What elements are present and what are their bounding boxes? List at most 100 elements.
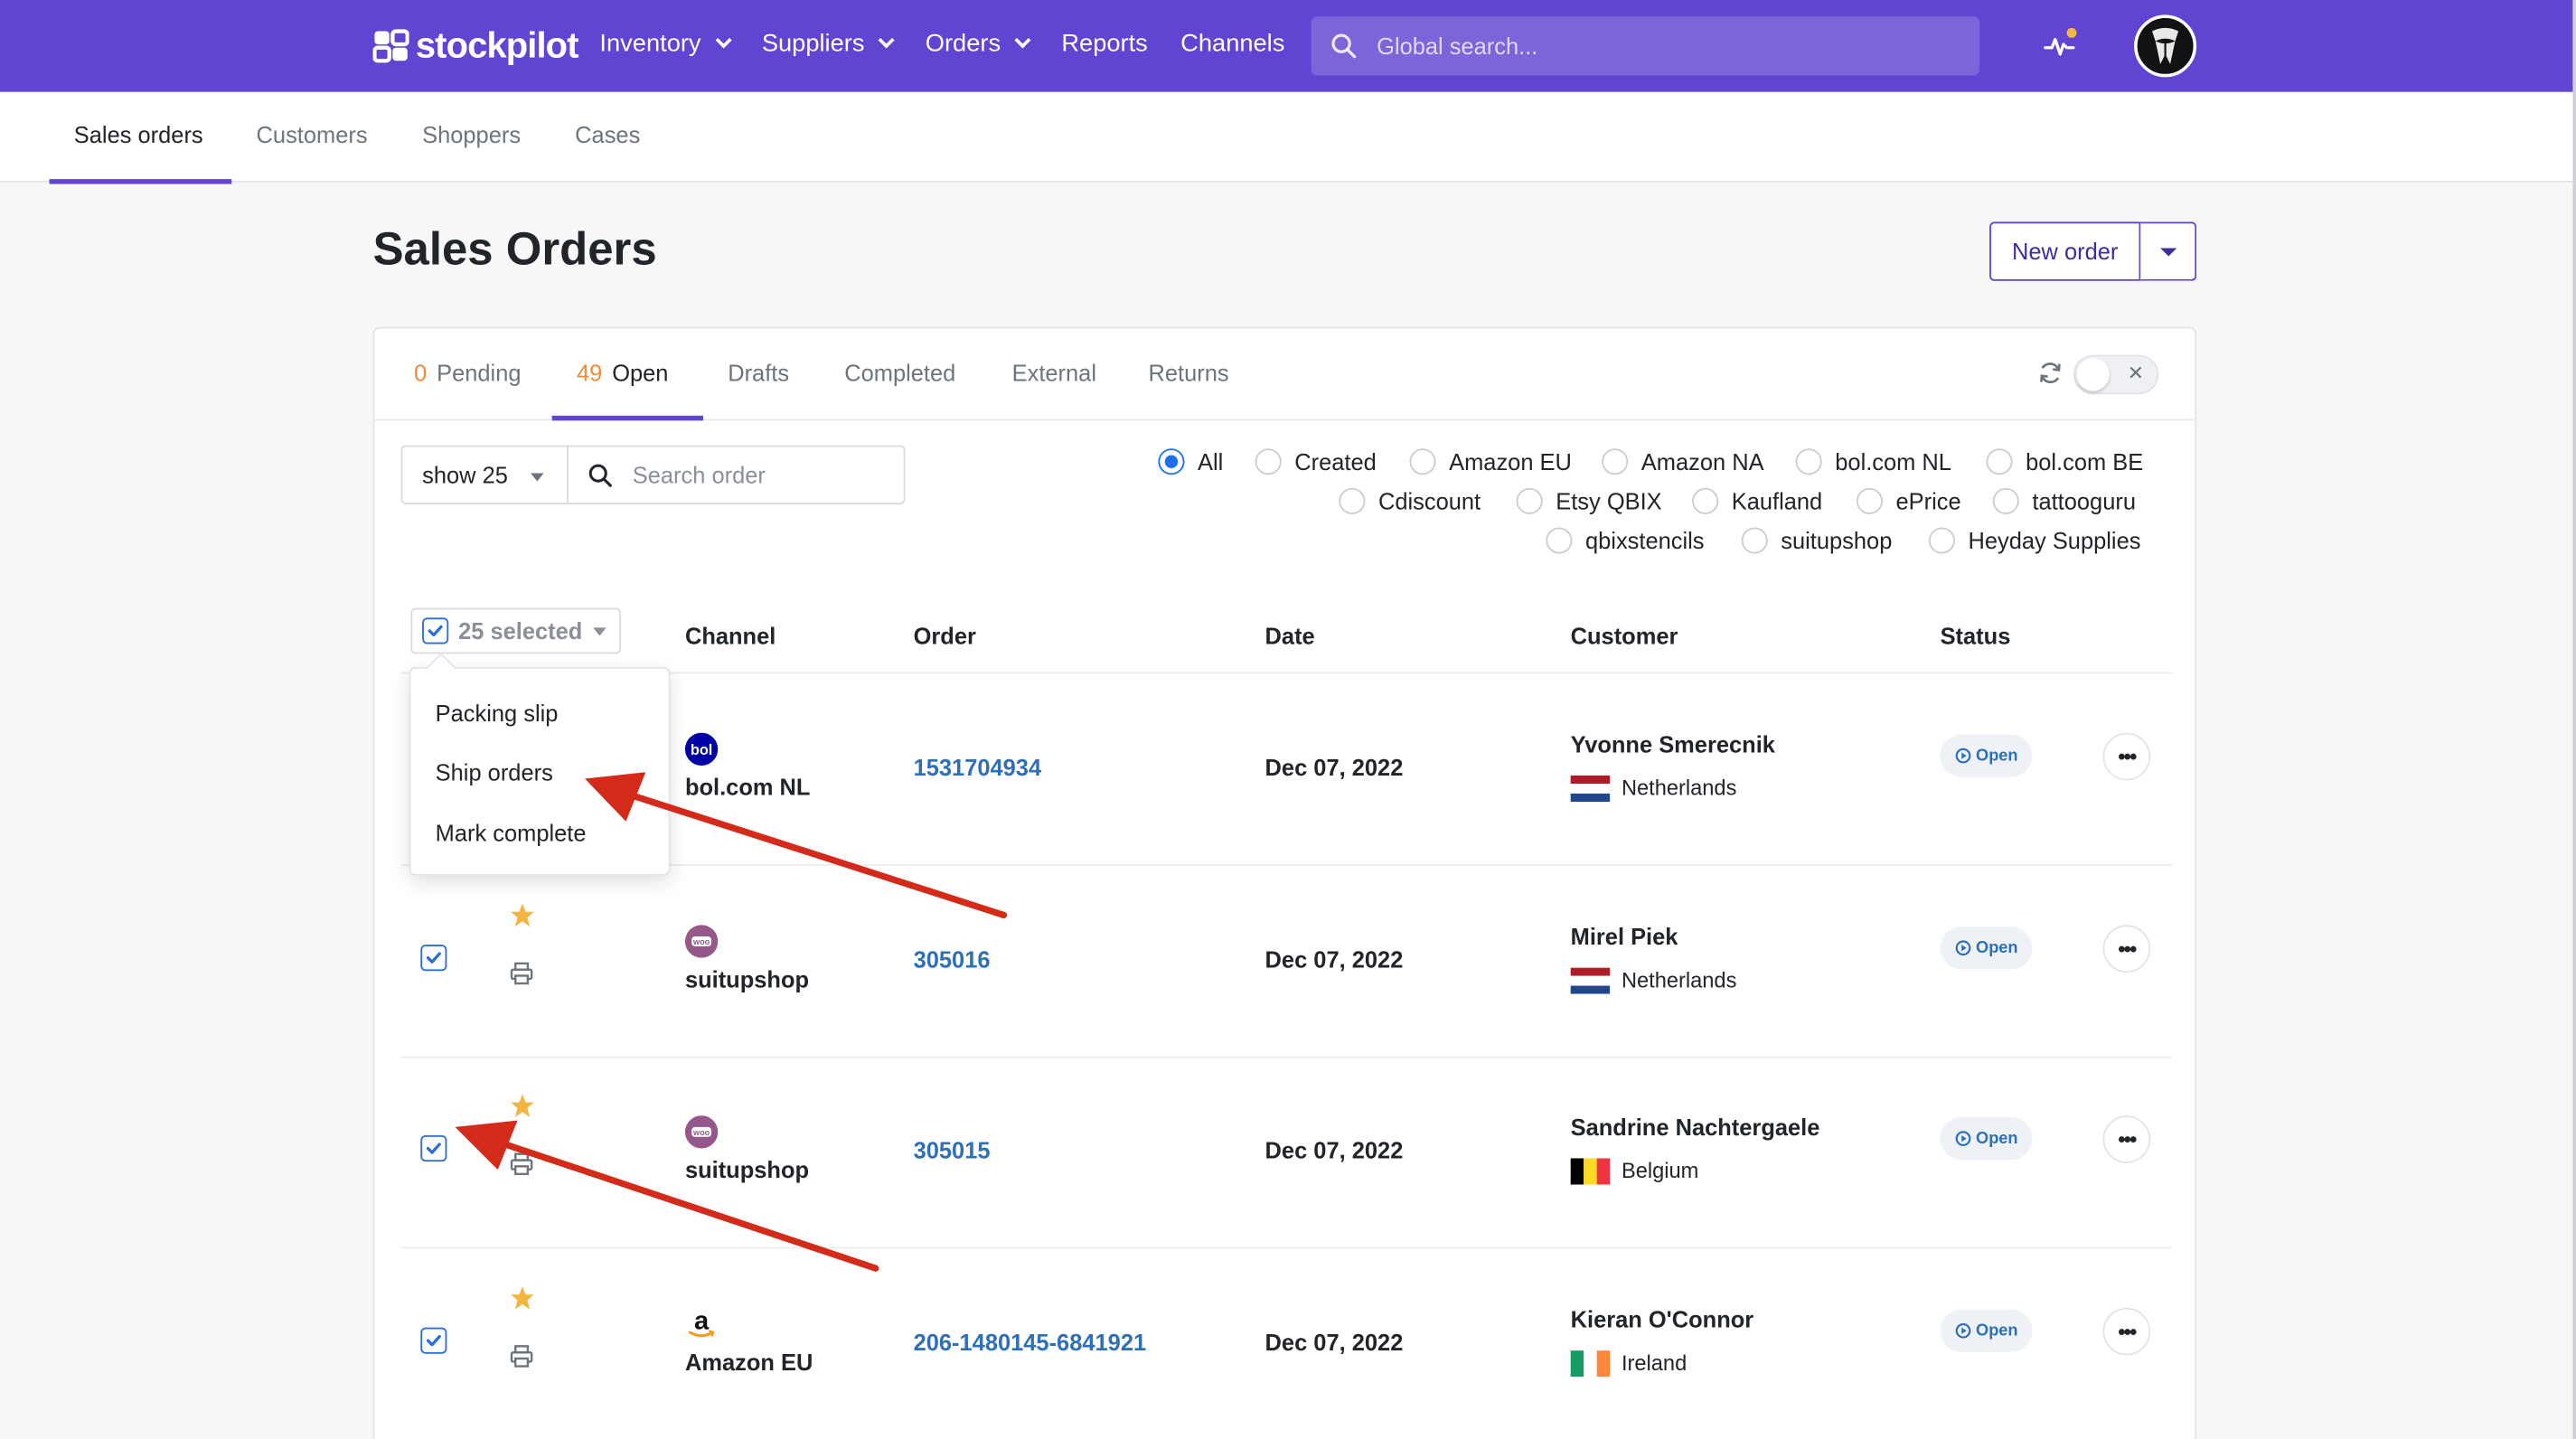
- order-link[interactable]: 1531704934: [913, 754, 1042, 781]
- view-toggle[interactable]: ✕: [2073, 354, 2159, 395]
- channel-filter-heyday[interactable]: Heyday Supplies: [1928, 527, 2140, 554]
- order-link[interactable]: 206-1480145-6841921: [913, 1329, 1147, 1356]
- order-link[interactable]: 305016: [913, 945, 991, 973]
- menu-item-mark-complete[interactable]: Mark complete: [435, 819, 587, 847]
- radio-label: Cdiscount: [1377, 487, 1481, 514]
- tab-external[interactable]: External: [1011, 360, 1096, 387]
- nav-inventory[interactable]: Inventory: [599, 30, 732, 58]
- channel-filter-etsy-qbix[interactable]: Etsy QBIX: [1516, 487, 1662, 514]
- tab-cases[interactable]: Cases: [575, 121, 641, 148]
- new-order-dropdown-toggle[interactable]: [2140, 221, 2197, 281]
- nav-suppliers[interactable]: Suppliers: [762, 30, 896, 58]
- bulk-actions-menu: Packing slip Ship orders Mark complete: [409, 666, 671, 876]
- tab-pending[interactable]: 0 Pending: [414, 360, 521, 386]
- channel-filter-cdiscount[interactable]: Cdiscount: [1339, 487, 1481, 514]
- star-icon[interactable]: [509, 902, 535, 928]
- tab-sales-orders[interactable]: Sales orders: [73, 121, 203, 148]
- menu-item-packing-slip[interactable]: Packing slip: [435, 700, 559, 727]
- toggle-knob: [2076, 358, 2110, 391]
- radio-button[interactable]: [1741, 527, 1768, 554]
- page-title: Sales Orders: [372, 223, 657, 275]
- order-search[interactable]: [567, 445, 906, 505]
- channel-filter-suitupshop[interactable]: suitupshop: [1741, 527, 1892, 554]
- radio-button[interactable]: [1255, 448, 1282, 475]
- printer-icon[interactable]: [509, 961, 533, 985]
- status-open-icon: [1955, 748, 1970, 764]
- status-label: Open: [1976, 1321, 2018, 1340]
- column-header-status[interactable]: Status: [1940, 622, 2011, 649]
- menu-item-ship-orders[interactable]: Ship orders: [435, 758, 553, 785]
- nav-channels[interactable]: Channels: [1180, 30, 1284, 58]
- refresh-icon[interactable]: [2037, 360, 2064, 386]
- table-row[interactable]: a Amazon EU 206-1480145-6841921 Dec 07, …: [374, 1248, 2195, 1439]
- tab-label: Pending: [437, 360, 522, 387]
- row-actions-button[interactable]: •••: [2102, 1307, 2151, 1356]
- bulk-select-button[interactable]: 25 selected: [410, 607, 622, 654]
- channel-filter-bol-nl[interactable]: bol.com NL: [1795, 448, 1951, 475]
- channel-filter-bol-be[interactable]: bol.com BE: [1986, 448, 2143, 475]
- column-header-order[interactable]: Order: [913, 622, 976, 649]
- active-tab-indicator: [551, 415, 703, 421]
- global-search-input[interactable]: [1377, 33, 1952, 60]
- channel-filter-created[interactable]: Created: [1255, 448, 1377, 475]
- column-header-date[interactable]: Date: [1264, 622, 1315, 649]
- nav-orders[interactable]: Orders: [926, 30, 1031, 58]
- star-icon[interactable]: [509, 1284, 535, 1311]
- radio-button[interactable]: [1986, 448, 2013, 475]
- active-tab-indicator: [49, 179, 232, 184]
- radio-button[interactable]: [1602, 448, 1629, 475]
- brand-logo[interactable]: stockpilot: [372, 23, 579, 69]
- tab-shoppers[interactable]: Shoppers: [422, 121, 522, 148]
- radio-button[interactable]: [1516, 487, 1543, 514]
- order-search-input[interactable]: [632, 461, 879, 488]
- channel-filter-amazon-na[interactable]: Amazon NA: [1602, 448, 1764, 475]
- radio-button[interactable]: [1992, 487, 2019, 514]
- printer-icon[interactable]: [509, 1152, 533, 1176]
- radio-button[interactable]: [1928, 527, 1955, 554]
- activity-pulse-icon[interactable]: [2040, 26, 2080, 66]
- notification-dot: [2066, 27, 2077, 38]
- radio-button[interactable]: [1795, 448, 1822, 475]
- channel-filter-all[interactable]: All: [1158, 448, 1223, 475]
- customer-country: Netherlands: [1621, 967, 1737, 992]
- tab-completed[interactable]: Completed: [844, 360, 956, 387]
- table-row[interactable]: woo suitupshop 305016 Dec 07, 2022 Mirel…: [374, 866, 2195, 1057]
- channel-filter-amazon-eu[interactable]: Amazon EU: [1409, 448, 1572, 475]
- radio-button[interactable]: [1158, 448, 1185, 475]
- row-actions-button[interactable]: •••: [2102, 732, 2151, 781]
- tab-open[interactable]: 49 Open: [577, 360, 668, 386]
- tab-drafts[interactable]: Drafts: [728, 360, 790, 387]
- page-size-select[interactable]: show 25: [400, 445, 569, 505]
- channel-filter-kaufland[interactable]: Kaufland: [1692, 487, 1822, 514]
- table-row[interactable]: woo suitupshop 305015 Dec 07, 2022 Sandr…: [374, 1057, 2195, 1247]
- row-checkbox[interactable]: [420, 1134, 447, 1162]
- tab-customers[interactable]: Customers: [256, 121, 368, 148]
- global-search[interactable]: [1311, 16, 1980, 76]
- nav-reports[interactable]: Reports: [1061, 30, 1147, 58]
- section-tabs: Sales orders Customers Shoppers Cases: [0, 91, 2576, 184]
- tab-returns[interactable]: Returns: [1148, 360, 1229, 387]
- row-checkbox[interactable]: [420, 1327, 447, 1354]
- woocommerce-logo-icon: woo: [684, 925, 719, 965]
- radio-button[interactable]: [1546, 527, 1573, 554]
- select-all-checkbox[interactable]: [422, 617, 449, 644]
- order-link[interactable]: 305015: [913, 1136, 991, 1163]
- radio-button[interactable]: [1692, 487, 1719, 514]
- belgium-flag-icon: [1570, 1158, 1611, 1185]
- new-order-button[interactable]: New order: [1989, 221, 2141, 281]
- row-actions-button[interactable]: •••: [2102, 1115, 2151, 1163]
- row-checkbox[interactable]: [420, 945, 447, 972]
- row-actions-button[interactable]: •••: [2102, 925, 2151, 973]
- channel-filter-qbixstencils[interactable]: qbixstencils: [1546, 527, 1705, 554]
- column-header-customer[interactable]: Customer: [1570, 622, 1678, 649]
- column-header-channel[interactable]: Channel: [684, 622, 776, 649]
- channel-filter-eprice[interactable]: ePrice: [1856, 487, 1961, 514]
- table-row[interactable]: bol bol.com NL 1531704934 Dec 07, 2022 Y…: [374, 673, 2195, 864]
- channel-filter-tattooguru[interactable]: tattooguru: [1992, 487, 2136, 514]
- radio-button[interactable]: [1856, 487, 1883, 514]
- printer-icon[interactable]: [509, 1344, 533, 1368]
- star-icon[interactable]: [509, 1093, 535, 1119]
- user-avatar[interactable]: [2134, 14, 2197, 78]
- radio-button[interactable]: [1339, 487, 1366, 514]
- radio-button[interactable]: [1409, 448, 1436, 475]
